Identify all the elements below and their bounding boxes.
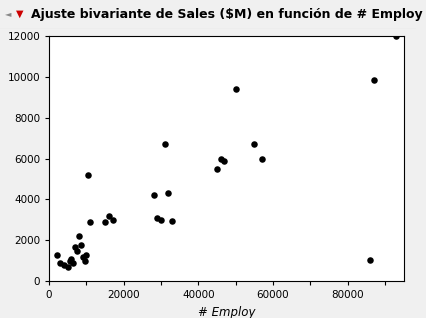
Point [221,158,227,163]
Y-axis label: Sales ($M): Sales ($M) [0,128,2,190]
Point [392,33,399,38]
Point [64,265,71,270]
X-axis label: # Employ: # Employ [197,306,254,318]
Point [250,142,257,147]
Point [213,166,220,171]
Text: Ajuste bivariante de Sales ($M) en función de # Employ: Ajuste bivariante de Sales ($M) en funci… [31,8,422,21]
Point [217,156,224,161]
Point [75,234,82,239]
Text: ▼: ▼ [16,9,23,19]
Text: ◄: ◄ [5,10,12,18]
Point [70,260,77,266]
Point [66,259,73,264]
Point [79,254,86,259]
Point [53,252,60,257]
Point [74,248,81,253]
Point [57,260,63,266]
Point [60,262,67,267]
Point [109,218,116,223]
Point [153,215,160,220]
Point [85,172,92,177]
Point [77,242,84,247]
Point [68,256,75,261]
Point [101,219,108,225]
Point [232,86,239,91]
Point [258,156,265,161]
Point [369,77,376,82]
Point [366,257,372,262]
Point [150,193,157,198]
Point [165,191,172,196]
Point [72,244,78,249]
Point [81,259,88,264]
Point [105,213,112,218]
Point [86,219,93,225]
Point [161,142,168,147]
Point [83,252,89,257]
Point [157,218,164,223]
Point [168,218,175,224]
